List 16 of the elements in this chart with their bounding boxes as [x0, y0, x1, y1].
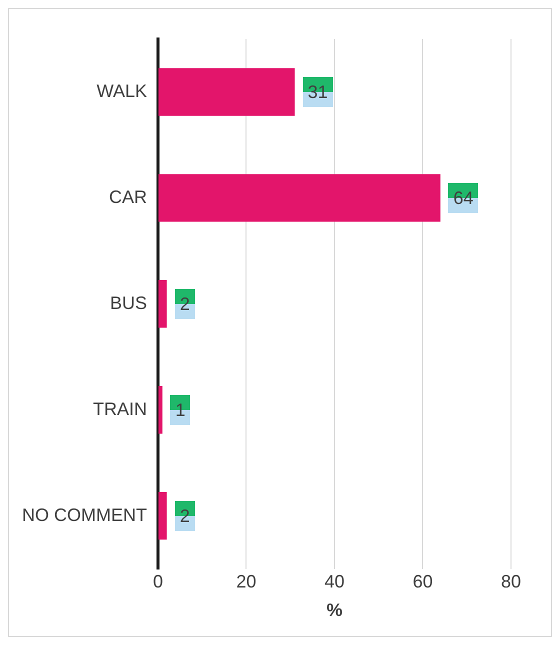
bar — [158, 386, 162, 434]
x-tick-label: 40 — [324, 572, 345, 592]
y-tick-label: NO COMMENT — [22, 504, 147, 525]
x-axis-title: % — [326, 600, 342, 620]
x-tick-label: 20 — [236, 572, 256, 592]
bar — [158, 492, 167, 540]
x-tick-label: 0 — [152, 572, 163, 592]
y-tick-label: TRAIN — [92, 398, 147, 419]
bar — [158, 280, 167, 328]
bar — [158, 174, 440, 222]
bar — [158, 68, 295, 116]
y-tick-label: BUS — [110, 292, 147, 313]
y-tick-label: CAR — [108, 186, 147, 207]
x-tick-label: 60 — [412, 572, 433, 592]
y-tick-label: WALK — [96, 80, 147, 101]
x-tick-label: 80 — [500, 572, 522, 592]
